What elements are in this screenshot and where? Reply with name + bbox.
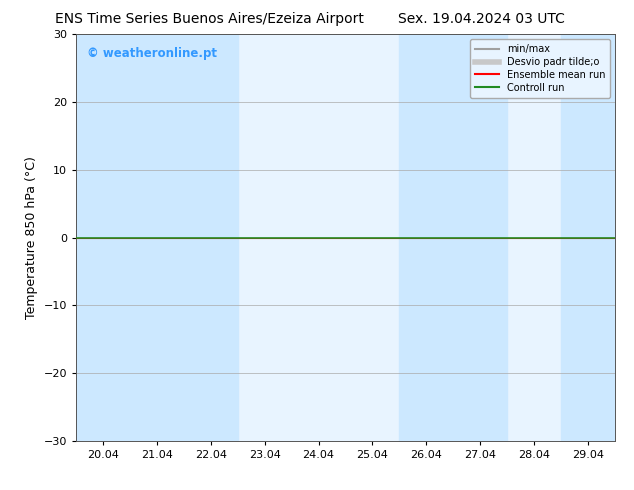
Bar (561, 34, 615, 441)
Bar (399, 34, 453, 441)
Legend: min/max, Desvio padr tilde;o, Ensemble mean run, Controll run: min/max, Desvio padr tilde;o, Ensemble m… (470, 39, 610, 98)
Bar (453, 34, 507, 441)
Text: Sex. 19.04.2024 03 UTC: Sex. 19.04.2024 03 UTC (398, 12, 566, 26)
Y-axis label: Temperature 850 hPa (°C): Temperature 850 hPa (°C) (25, 156, 38, 319)
Text: © weatheronline.pt: © weatheronline.pt (87, 47, 217, 59)
Bar (130, 34, 184, 441)
Bar (184, 34, 238, 441)
Bar (76, 34, 130, 441)
Text: ENS Time Series Buenos Aires/Ezeiza Airport: ENS Time Series Buenos Aires/Ezeiza Airp… (55, 12, 364, 26)
